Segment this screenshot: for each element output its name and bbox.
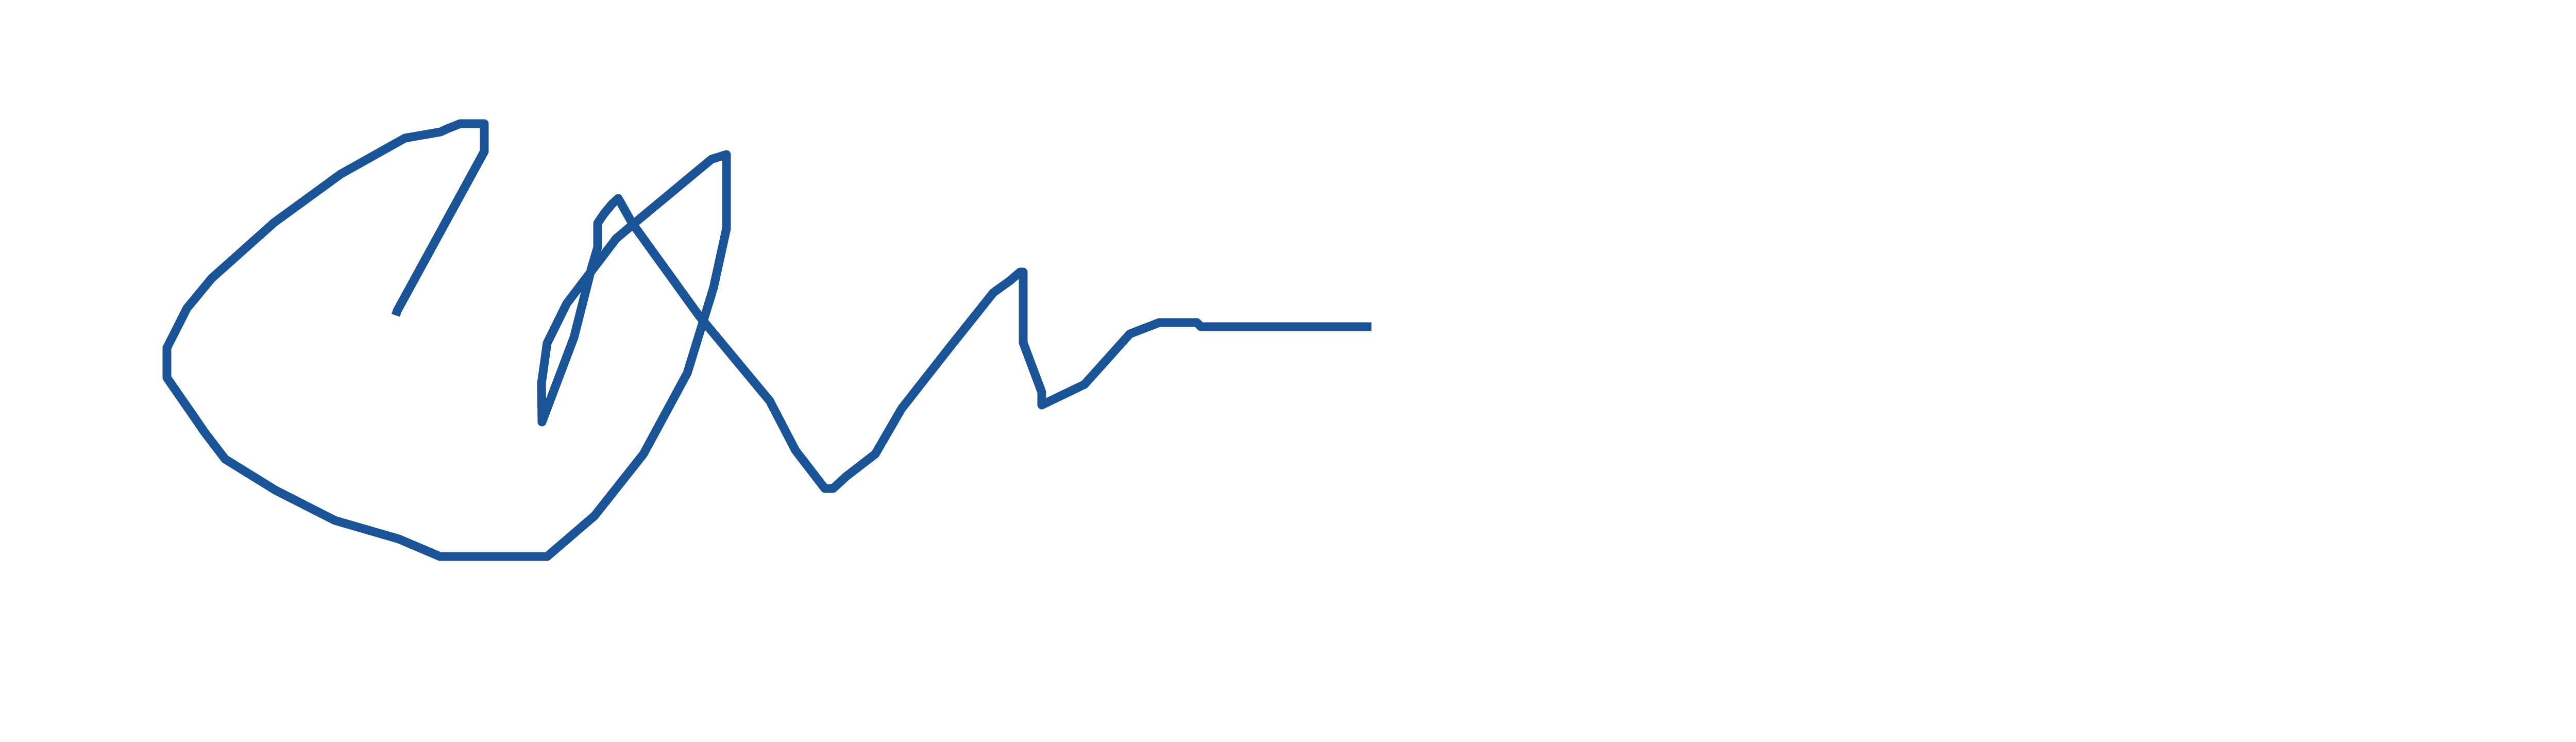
signature-stroke-loop [162,119,1371,561]
